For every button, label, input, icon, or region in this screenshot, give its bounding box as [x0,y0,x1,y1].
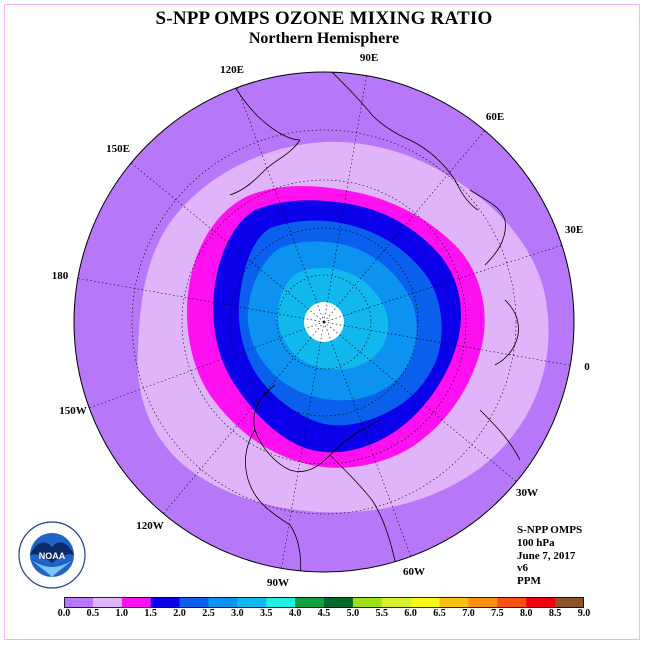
color-scale-tick-label: 5.0 [346,608,360,619]
map-title: S-NPP OMPS OZONE MIXING RATIO [155,8,493,29]
color-scale-swatch [555,597,584,608]
lon-label-60e: 60E [486,111,504,123]
color-scale-tick-label: 3.5 [259,608,273,619]
info-units: PPM [517,575,541,588]
color-scale-tick-label: 6.0 [404,608,417,619]
color-scale-swatch [266,597,296,608]
noaa-logo: NOAA [18,521,86,589]
color-scale-tick-label: 1.0 [115,608,129,619]
lon-label-180: 180 [52,270,69,282]
color-scale-tick-label: 3.0 [231,608,244,619]
noaa-logo-text: NOAA [39,551,66,561]
latitude-circles [131,129,517,515]
color-scale-swatch [526,597,556,608]
color-scale-swatch [324,597,354,608]
color-scale-tick-label: 8.0 [519,608,533,619]
color-scale-swatch [179,597,209,608]
lon-label-90w: 90W [267,577,289,589]
color-scale-tick-label: 6.5 [433,608,446,619]
color-scale-swatch [64,597,94,608]
color-scale-tick-label: 0.0 [57,608,71,619]
color-scale-tick-label: 1.5 [144,608,157,619]
info-pressure: 100 hPa [517,536,555,549]
color-scale-swatch [150,597,180,608]
color-scale-tick-label: 4.5 [317,608,331,619]
color-scale-tick-label: 7.0 [462,608,475,619]
lon-label-150e: 150E [106,143,130,155]
meridians [75,72,574,572]
color-scale-swatch [468,597,498,608]
color-scale-swatch [208,597,238,608]
color-scale-swatch [237,597,267,608]
lon-label-30e: 30E [565,224,583,236]
lon-label-0: 0 [584,361,590,373]
color-scale-border [64,597,584,608]
info-version: v6 [517,562,528,575]
color-scale-swatch [381,597,412,608]
color-scale-tick-label: 5.5 [375,608,389,619]
info-date: June 7, 2017 [517,549,576,562]
product-info: S-NPP OMPS 100 hPa June 7, 2017 v6 PPM [517,524,582,588]
color-scale-tick-label: 7.5 [491,608,504,619]
color-scale-tick-label: 9.0 [577,608,591,619]
lon-label-30w: 30W [516,487,538,499]
color-scale-tick-label: 8.5 [548,608,562,619]
lon-label-120e: 120E [220,64,244,76]
coastlines [229,72,521,572]
color-scale-tick-label: 2.5 [202,608,215,619]
page-frame [4,4,640,640]
color-scale-swatch [497,597,527,608]
lon-label-120w: 120W [136,520,164,532]
lon-label-150w: 150W [59,405,87,417]
color-scale-swatch [410,597,440,608]
color-scale-bar [64,597,584,608]
map-subtitle: Northern Hemisphere [248,30,400,47]
lon-label-90e: 90E [360,52,378,64]
color-scale-tick-label: 4.0 [288,608,302,619]
color-scale-swatch [121,597,152,608]
color-scale-tick-label: 2.0 [173,608,186,619]
color-scale-swatch [92,597,123,608]
color-scale-labels: 0.0 0.5 1.0 1.5 2.0 2.5 3.0 3.5 4.0 4.5 5.0 5.5 6.0 6… [0,608,648,622]
info-instrument: S-NPP OMPS [517,524,583,536]
lon-label-60w: 60W [403,566,425,578]
color-scale-swatch [295,597,325,608]
map-boundary [73,71,575,573]
color-scale-swatch [352,597,383,608]
color-scale-tick-label: 0.5 [86,608,100,619]
color-scale-swatch [439,597,469,608]
